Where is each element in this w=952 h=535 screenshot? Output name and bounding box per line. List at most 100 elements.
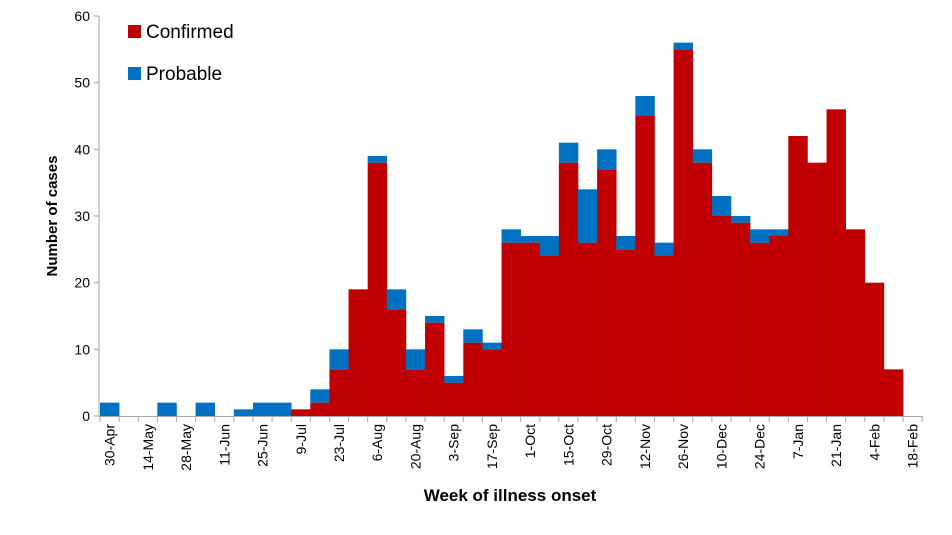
bar-confirmed-14-Jan <box>807 162 827 416</box>
bar-probable-16-Jul <box>310 389 330 403</box>
bar-confirmed-27-Aug <box>425 322 445 416</box>
bar-probable-18-Jun <box>233 409 254 416</box>
bar-confirmed-26-Nov <box>673 49 694 416</box>
bar-probable-24-Dec <box>750 229 770 243</box>
bar-probable-2-Jul <box>272 402 292 416</box>
bar-probable-10-Dec <box>711 196 732 216</box>
x-tick-label: 9-Jul <box>293 424 309 454</box>
bar-confirmed-16-Jul <box>310 402 330 416</box>
bar-confirmed-1-Oct <box>520 242 541 416</box>
bar-probable-5-Nov <box>616 236 636 250</box>
x-tick-label: 21-Jan <box>828 424 844 467</box>
bar-confirmed-19-Nov <box>654 256 674 416</box>
bar-confirmed-21-Jan <box>826 109 846 416</box>
y-tick-label: 50 <box>74 75 90 91</box>
bar-confirmed-20-Aug <box>405 369 426 416</box>
y-tick-label: 10 <box>74 341 90 357</box>
x-tick-label: 12-Nov <box>637 424 653 469</box>
x-tick-label: 3-Sep <box>446 424 462 462</box>
y-tick-label: 20 <box>74 275 90 291</box>
bar-confirmed-29-Oct <box>597 169 617 416</box>
y-tick-label: 0 <box>82 408 90 424</box>
bar-confirmed-24-Sep <box>501 242 521 416</box>
bar-probable-8-Oct <box>539 236 560 256</box>
y-tick-label: 60 <box>74 8 90 24</box>
legend-label-confirmed: Confirmed <box>146 22 234 43</box>
bar-confirmed-10-Dec <box>711 216 732 416</box>
x-tick-label: 25-Jun <box>255 424 271 467</box>
x-tick-label: 17-Sep <box>484 424 500 469</box>
bar-confirmed-3-Sep <box>444 382 464 416</box>
bar-probable-26-Nov <box>673 42 694 50</box>
bar-confirmed-9-Jul <box>291 409 311 416</box>
bar-confirmed-12-Nov <box>635 116 655 416</box>
bar-confirmed-30-Jul <box>348 289 368 416</box>
bar-probable-21-May <box>157 402 177 416</box>
x-tick-label: 20-Aug <box>407 424 423 469</box>
bar-confirmed-10-Sep <box>463 342 483 416</box>
bar-probable-6-Aug <box>367 156 388 163</box>
legend-swatch-confirmed <box>128 25 141 38</box>
bar-probable-12-Nov <box>635 96 655 116</box>
bar-confirmed-15-Oct <box>558 162 579 416</box>
y-tick-label: 40 <box>74 141 90 157</box>
bar-confirmed-5-Nov <box>616 249 636 416</box>
x-tick-label: 28-May <box>178 424 194 471</box>
x-tick-label: 11-Jun <box>216 424 232 466</box>
bar-confirmed-13-Aug <box>386 309 407 416</box>
bar-probable-1-Oct <box>520 236 541 243</box>
x-tick-label: 15-Oct <box>560 424 576 466</box>
bar-confirmed-17-Sep <box>482 349 502 416</box>
bar-probable-3-Dec <box>692 149 713 163</box>
bar-probable-30-Apr <box>100 402 120 416</box>
x-tick-label: 7-Jan <box>790 424 806 459</box>
x-tick-label: 4-Feb <box>866 424 882 461</box>
bar-confirmed-22-Oct <box>578 242 598 416</box>
bar-confirmed-7-Jan <box>788 136 808 416</box>
bars-layer <box>100 42 904 416</box>
bar-probable-3-Sep <box>444 376 464 383</box>
bar-probable-31-Dec <box>769 229 789 236</box>
bar-probable-24-Sep <box>501 229 521 243</box>
bar-probable-10-Sep <box>463 329 483 343</box>
x-tick-label: 14-May <box>140 424 156 471</box>
bar-probable-19-Nov <box>654 242 674 256</box>
bar-confirmed-6-Aug <box>367 162 388 416</box>
bar-probable-25-Jun <box>252 402 273 416</box>
bar-probable-17-Dec <box>730 216 751 223</box>
bar-probable-4-Jun <box>195 402 216 416</box>
x-axis-title: Week of illness onset <box>424 486 597 505</box>
bar-confirmed-28-Jan <box>845 229 866 416</box>
y-axis-title: Number of cases <box>44 156 61 277</box>
bar-probable-20-Aug <box>405 349 426 370</box>
x-axis: 30-Apr 14-May 28-May 11-Jun 25-Jun 9-Jul 23-Ju… <box>99 416 923 471</box>
bar-confirmed-23-Jul <box>329 369 349 416</box>
x-tick-label: 26-Nov <box>675 424 691 469</box>
bar-confirmed-4-Feb <box>864 282 885 416</box>
x-tick-label: 6-Aug <box>369 424 385 461</box>
legend-swatch-probable <box>128 67 141 80</box>
bar-confirmed-17-Dec <box>730 222 751 416</box>
legend-label-probable: Probable <box>146 64 222 85</box>
legend: Confirmed Probable <box>128 22 234 85</box>
x-tick-label: 24-Dec <box>752 424 768 469</box>
bar-probable-17-Sep <box>482 342 502 350</box>
x-tick-label: 30-Apr <box>102 424 118 466</box>
bar-confirmed-8-Oct <box>539 256 560 416</box>
bar-probable-23-Jul <box>329 349 349 370</box>
y-axis: 0 10 20 30 40 50 60 <box>74 8 100 424</box>
x-tick-label: 10-Dec <box>713 424 729 469</box>
bar-confirmed-24-Dec <box>750 242 770 416</box>
bar-confirmed-3-Dec <box>692 162 713 416</box>
x-tick-label: 1-Oct <box>522 424 538 458</box>
y-tick-label: 30 <box>74 208 90 224</box>
bar-probable-27-Aug <box>425 316 445 323</box>
x-tick-label: 23-Jul <box>331 424 347 462</box>
bar-probable-15-Oct <box>558 142 579 163</box>
x-tick-label: 18-Feb <box>905 424 921 469</box>
bar-confirmed-31-Dec <box>769 236 789 416</box>
bar-probable-13-Aug <box>386 289 407 310</box>
bar-probable-29-Oct <box>597 149 617 170</box>
bar-probable-22-Oct <box>578 189 598 243</box>
